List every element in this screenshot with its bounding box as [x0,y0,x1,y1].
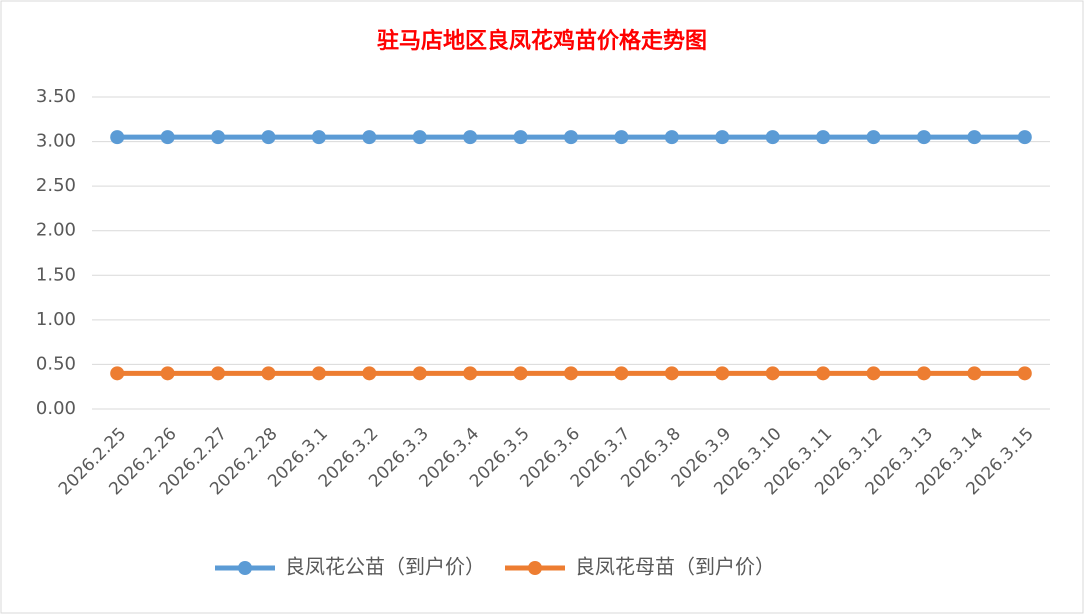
data-point [614,130,629,145]
data-point [664,130,679,145]
y-tick-label: 2.00 [36,220,76,241]
data-point [715,130,730,145]
data-point [110,366,125,381]
data-point [916,130,931,145]
data-point [311,366,326,381]
y-tick-label: 3.00 [36,131,76,152]
legend-swatch-marker [238,561,252,575]
data-point [311,130,326,145]
y-tick-label: 0.50 [36,353,76,374]
data-point [513,366,528,381]
legend-swatch-marker [528,561,542,575]
data-point [816,366,831,381]
data-point [765,130,780,145]
data-point [765,366,780,381]
legend-label: 良凤花母苗（到户价） [575,555,775,579]
legend-label: 良凤花公苗（到户价） [285,555,485,579]
data-point [715,366,730,381]
data-point [412,366,427,381]
data-point [261,366,276,381]
data-point [412,130,427,145]
data-point [1017,130,1032,145]
data-point [463,130,478,145]
data-point [967,130,982,145]
data-point [463,366,478,381]
data-point [916,366,931,381]
data-point [614,366,629,381]
data-point [866,130,881,145]
y-tick-label: 0.00 [36,398,76,419]
data-point [564,130,578,145]
y-tick-label: 1.00 [36,309,76,330]
chart-title: 驻马店地区良凤花鸡苗价格走势图 [377,28,707,54]
data-point [362,366,377,381]
data-point [160,130,175,145]
y-tick-label: 3.50 [36,86,76,107]
data-point [110,130,125,145]
y-tick-label: 1.50 [36,264,76,285]
y-tick-label: 2.50 [36,175,76,196]
data-point [261,130,276,145]
data-point [967,366,982,381]
data-point [211,366,226,381]
data-point [160,366,175,381]
data-point [816,130,831,145]
data-point [866,366,881,381]
data-point [1017,366,1032,381]
data-point [513,130,528,145]
data-point [211,130,226,145]
data-point [362,130,377,145]
data-point [664,366,679,381]
data-point [564,366,578,381]
